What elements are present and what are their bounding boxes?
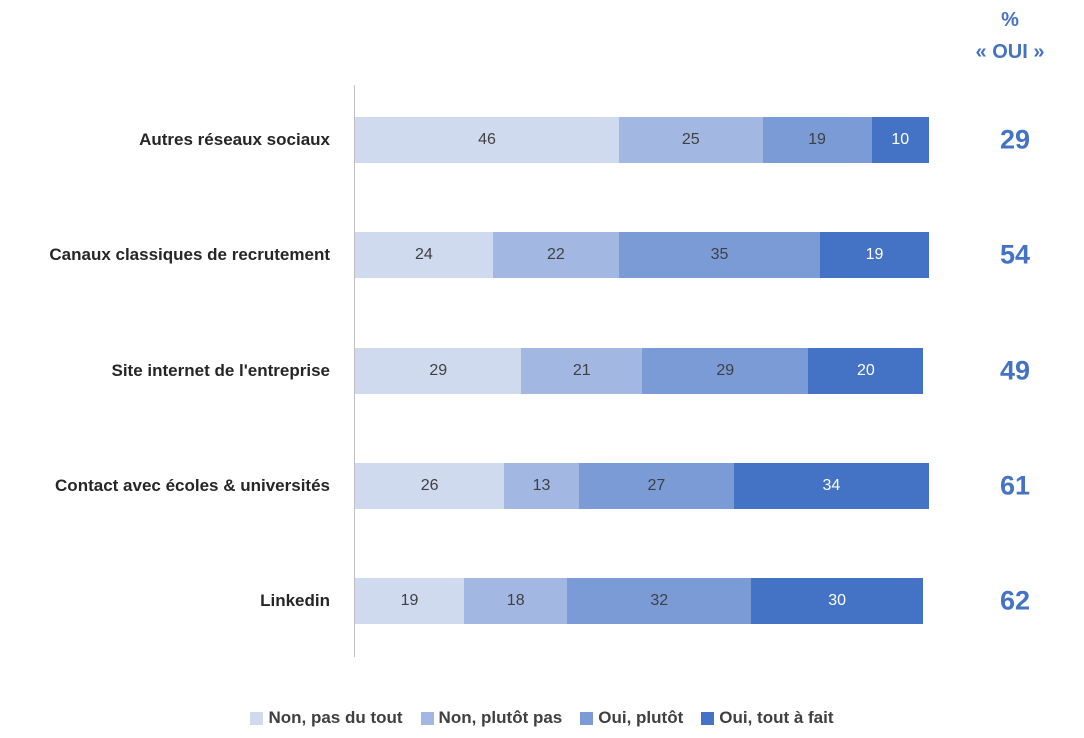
legend: Non, pas du tout Non, plutôt pas Oui, plut…: [0, 708, 1084, 728]
bar-segment: 22: [492, 232, 620, 279]
bar-segment: 34: [733, 462, 929, 509]
data-label: 29: [429, 361, 448, 379]
legend-swatch: [250, 711, 264, 725]
bar-segment: 32: [567, 578, 752, 624]
category-label: Site internet de l'entreprise: [111, 360, 331, 380]
legend-item: Oui, tout à fait: [701, 708, 834, 728]
yes-total: 29: [999, 124, 1031, 155]
bar-segment: 13: [504, 462, 579, 509]
data-label: 20: [856, 361, 875, 379]
bar-segment: 27: [578, 462, 734, 509]
data-label: 19: [400, 592, 419, 609]
bar-segment: 18: [464, 578, 568, 624]
bar-segment: 21: [521, 347, 642, 394]
data-label: 19: [808, 131, 826, 148]
bar-segment: 29: [355, 347, 522, 394]
legend-label: Oui, tout à fait: [719, 708, 834, 727]
category-label: Canaux classiques de recrutement: [49, 245, 330, 265]
axis-line: [354, 85, 355, 657]
bar-segment: 25: [619, 117, 763, 163]
data-label: 18: [506, 592, 525, 609]
data-label: 24: [414, 246, 433, 264]
data-label: 35: [710, 246, 729, 264]
bar-segment: 20: [808, 347, 924, 394]
yes-header: %: [1001, 9, 1019, 31]
yes-total: 62: [999, 585, 1031, 616]
data-label: 34: [822, 476, 841, 494]
data-label: 10: [891, 131, 910, 148]
legend-label: Non, plutôt pas: [438, 708, 563, 727]
data-label: 13: [532, 476, 551, 494]
category-label: Contact avec écoles & universités: [55, 475, 330, 495]
legend-label: Oui, plutôt: [598, 708, 684, 727]
data-label: 22: [546, 246, 565, 264]
legend-item: Non, plutôt pas: [420, 708, 563, 728]
data-label: 26: [420, 476, 439, 494]
bar-segment: 46: [355, 117, 620, 163]
data-label: 32: [650, 592, 669, 609]
yes-total: 49: [999, 355, 1031, 385]
bar-segment: 26: [355, 462, 505, 509]
data-label: 27: [647, 476, 666, 494]
bar-segment: 29: [642, 347, 809, 394]
legend-label: Non, pas du tout: [268, 708, 403, 727]
data-label: 46: [478, 131, 496, 148]
category-label: Linkedin: [260, 591, 330, 610]
category-label: Autres réseaux sociaux: [139, 130, 330, 149]
bar-segment: 10: [871, 117, 929, 163]
legend-swatch: [701, 711, 715, 725]
legend-swatch: [420, 711, 434, 725]
bar-segment: 24: [355, 232, 493, 279]
data-label: 25: [681, 131, 700, 148]
legend-swatch: [580, 711, 594, 725]
bar-segment: 30: [751, 578, 924, 624]
data-label: 29: [716, 361, 735, 379]
yes-total: 61: [999, 470, 1031, 501]
bar-segment: 35: [619, 232, 820, 279]
legend-item: Oui, plutôt: [580, 708, 683, 728]
data-label: 19: [865, 246, 884, 264]
bar-segment: 19: [355, 578, 465, 624]
yes-total: 54: [999, 239, 1031, 270]
data-label: 21: [572, 361, 591, 379]
data-label: 30: [828, 592, 847, 609]
bar-segment: 19: [819, 232, 929, 279]
yes-header: « OUI »: [975, 41, 1045, 63]
bar-segment: 19: [762, 117, 872, 163]
legend-item: Non, pas du tout: [250, 708, 403, 728]
